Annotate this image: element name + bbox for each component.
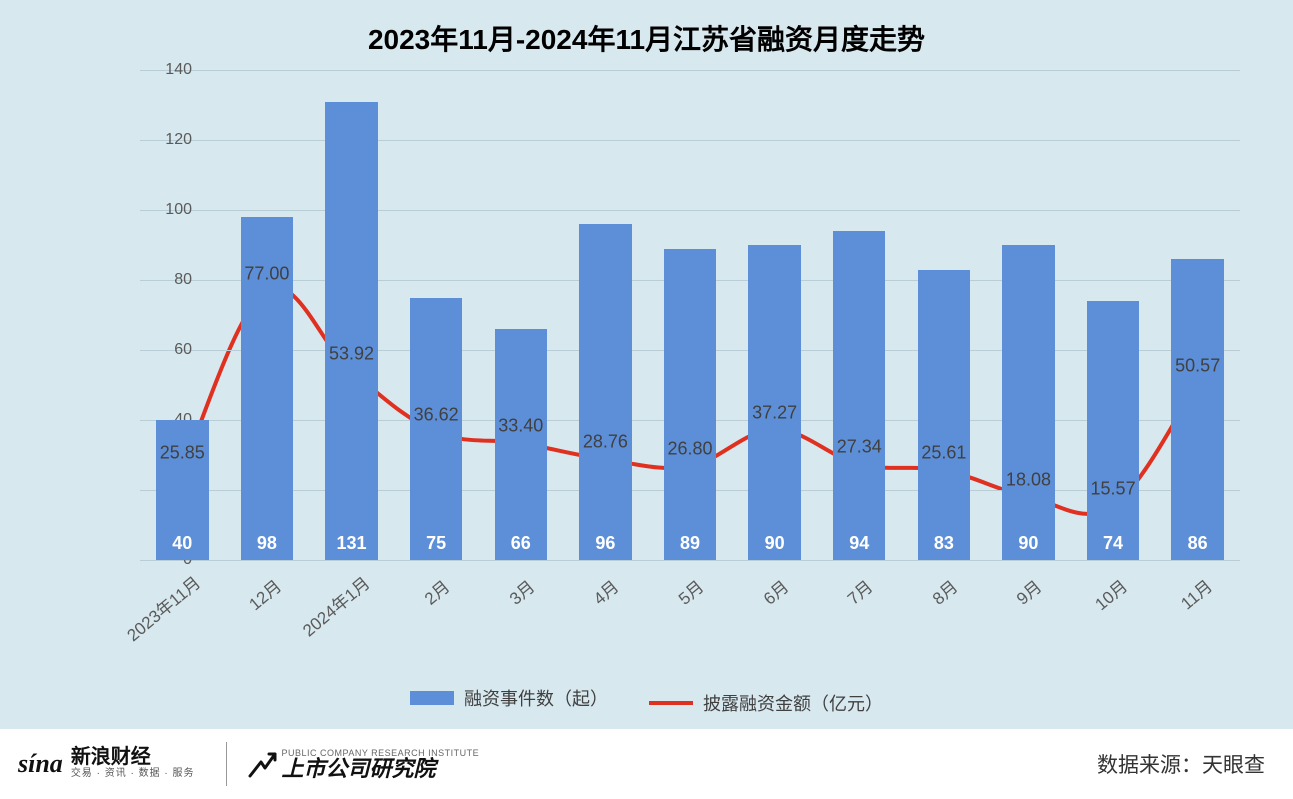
line-value-label: 25.85 [160,442,205,463]
line-value-label: 26.80 [667,439,712,460]
x-tick-label: 7月 [841,573,877,609]
x-tick-label: 2月 [418,573,454,609]
chart-title: 2023年11月-2024年11月江苏省融资月度走势 [0,0,1293,58]
sina-cn-sub: 交易 · 资讯 · 数据 · 服务 [71,767,195,781]
line-value-label: 77.00 [244,263,289,284]
bar-value-label: 131 [325,533,377,554]
bar: 75 [410,298,462,561]
line-value-label: 15.57 [1091,478,1136,499]
bar: 90 [1002,245,1054,560]
institute-block: PUBLIC COMPANY RESEARCH INSTITUTE 上市公司研究… [241,729,497,799]
bar: 86 [1171,259,1223,560]
line-value-label: 37.27 [752,402,797,423]
bar-value-label: 90 [1002,533,1054,554]
bar: 66 [495,329,547,560]
y-tick-label: 100 [142,201,192,219]
bar: 96 [579,224,631,560]
y-tick-label: 120 [142,131,192,149]
sina-cn-block: 新浪财经 交易 · 资讯 · 数据 · 服务 [71,747,195,781]
gridline [140,70,1240,71]
plot-area: 0204060801001201404098131756696899094839… [140,70,1240,560]
bar-value-label: 74 [1087,533,1139,554]
x-axis-ticks: 2023年11月12月2024年1月2月3月4月5月6月7月8月9月10月11月 [140,565,1240,625]
legend-line-swatch [649,701,693,705]
x-tick-label: 8月 [926,573,962,609]
footer: sína 新浪财经 交易 · 资讯 · 数据 · 服务 PUBLIC COMPA… [0,729,1293,799]
x-tick-label: 11月 [1174,573,1217,614]
bar: 74 [1087,301,1139,560]
bar-value-label: 96 [579,533,631,554]
chart-container: 0204060801001201404098131756696899094839… [80,60,1260,620]
data-source: 数据来源：天眼查 [1097,749,1265,779]
line-value-label: 25.61 [921,443,966,464]
legend-bar-item: 融资事件数（起） [410,685,608,711]
sina-logo-block: sína 新浪财经 交易 · 资讯 · 数据 · 服务 [0,729,212,799]
bar-value-label: 75 [410,533,462,554]
x-tick-label: 12月 [242,573,286,615]
line-value-label: 50.57 [1175,356,1220,377]
line-value-label: 27.34 [837,437,882,458]
x-tick-label: 2024年1月 [295,570,373,641]
bar: 131 [325,102,377,561]
bar-value-label: 86 [1171,533,1223,554]
line-value-label: 36.62 [414,405,459,426]
legend-line-item: 披露融资金额（亿元） [649,690,883,716]
x-tick-label: 2023年11月 [121,569,206,646]
institute-cn: 上市公司研究院 [281,758,479,780]
line-value-label: 33.40 [498,416,543,437]
line-value-label: 53.92 [329,344,374,365]
institute-arrow-icon [247,748,279,780]
legend-bar-swatch [410,691,454,705]
y-tick-label: 60 [142,341,192,359]
bar: 83 [918,270,970,561]
bar-value-label: 83 [918,533,970,554]
line-value-label: 18.08 [1006,469,1051,490]
legend-line-label: 披露融资金额（亿元） [703,690,883,716]
x-tick-label: 6月 [756,573,792,609]
gridline [140,140,1240,141]
y-tick-label: 140 [142,61,192,79]
bar-value-label: 98 [241,533,293,554]
legend: 融资事件数（起） 披露融资金额（亿元） [0,685,1293,716]
gridline [140,210,1240,211]
y-tick-label: 80 [142,271,192,289]
gridline [140,560,1240,561]
sina-logo-text: sína [18,749,63,779]
x-tick-label: 10月 [1088,573,1132,615]
bar-value-label: 89 [664,533,716,554]
bar: 40 [156,420,208,560]
bar-value-label: 90 [748,533,800,554]
legend-bar-label: 融资事件数（起） [464,685,608,711]
bar-value-label: 66 [495,533,547,554]
bar: 89 [664,249,716,561]
footer-divider [226,742,227,786]
x-tick-label: 5月 [672,573,708,609]
bar: 94 [833,231,885,560]
x-tick-label: 4月 [587,573,623,609]
x-tick-label: 9月 [1010,573,1046,609]
sina-cn-main: 新浪财经 [71,747,195,767]
x-tick-label: 3月 [503,573,539,609]
line-value-label: 28.76 [583,432,628,453]
bar-value-label: 40 [156,533,208,554]
bar-value-label: 94 [833,533,885,554]
